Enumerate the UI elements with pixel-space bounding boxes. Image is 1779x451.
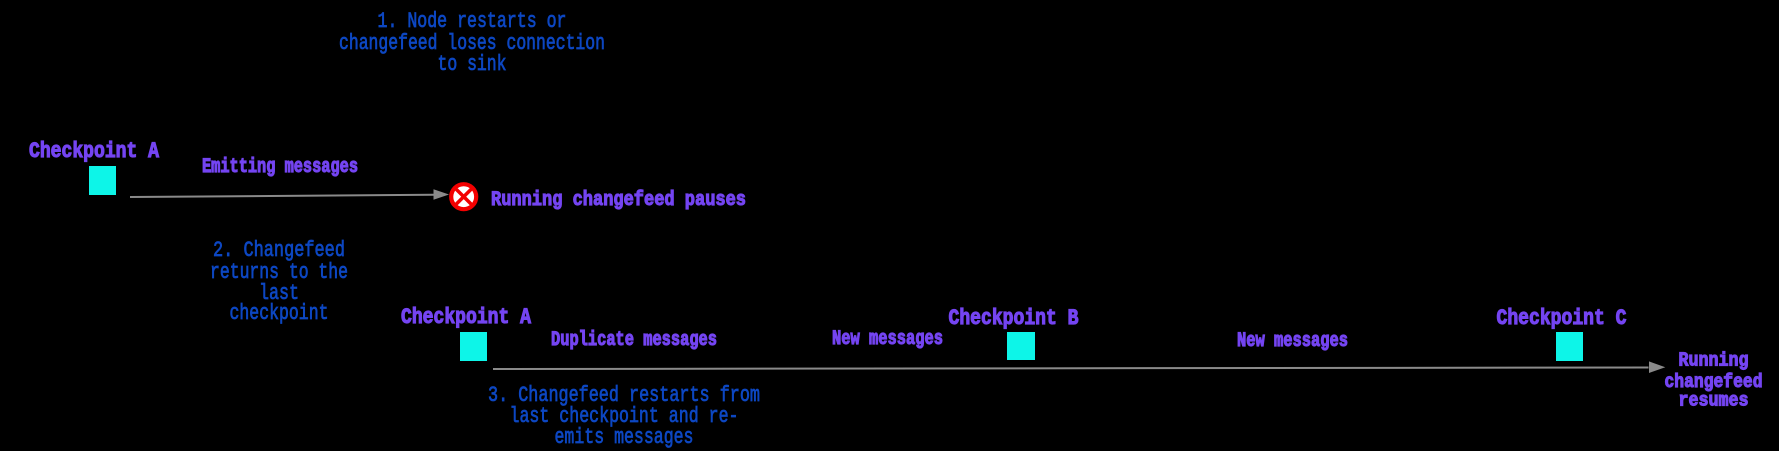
svg-text:checkpoint: checkpoint [230, 301, 329, 326]
svg-text:changefeed: changefeed [1665, 371, 1763, 393]
svg-text:Checkpoint A: Checkpoint A [401, 305, 532, 330]
svg-text:to sink: to sink [438, 52, 507, 77]
svg-text:resumes: resumes [1679, 390, 1749, 412]
svg-text:changefeed loses connection: changefeed loses connection [339, 31, 605, 56]
svg-text:Checkpoint C: Checkpoint C [1497, 306, 1627, 331]
svg-text:returns to the: returns to the [210, 260, 348, 285]
svg-text:Emitting messages: Emitting messages [202, 156, 358, 179]
svg-text:3. Changefeed restarts from: 3. Changefeed restarts from [488, 383, 760, 408]
svg-text:last: last [259, 281, 299, 306]
svg-text:New messages: New messages [1237, 330, 1348, 353]
svg-text:Running: Running [1679, 350, 1749, 372]
svg-text:Checkpoint A: Checkpoint A [29, 139, 160, 164]
svg-text:New messages: New messages [832, 328, 943, 351]
svg-text:2. Changefeed: 2. Changefeed [213, 238, 345, 263]
svg-text:Checkpoint B: Checkpoint B [949, 306, 1079, 331]
svg-text:last checkpoint and re-: last checkpoint and re- [510, 404, 739, 429]
svg-text:emits messages: emits messages [555, 425, 694, 450]
svg-text:1. Node restarts or: 1. Node restarts or [378, 9, 567, 34]
svg-text:Duplicate messages: Duplicate messages [551, 329, 717, 352]
svg-text:Running changefeed pauses: Running changefeed pauses [491, 189, 746, 212]
